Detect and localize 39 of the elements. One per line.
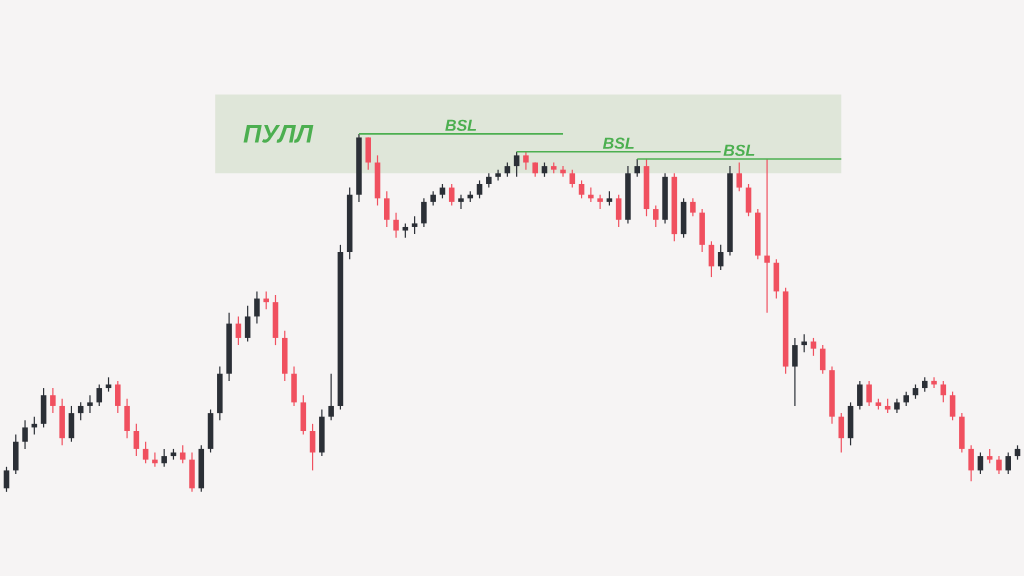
candlestick [597,194,603,210]
candlestick [495,169,501,182]
candlestick [1005,451,1012,475]
candlestick [244,305,251,343]
candlestick [764,158,770,314]
candlestick [254,290,260,325]
ref-line-label: BSL [602,137,634,149]
candlestick [393,212,399,239]
candlestick [866,380,872,407]
candlestick [458,194,464,210]
candlestick [421,197,427,228]
ref-line-label: BSL [445,119,477,131]
candlestick [448,183,455,207]
candlestick [857,380,863,411]
candlestick [96,383,103,407]
candlestick [931,376,937,389]
candlestick [792,337,798,407]
candlestick [949,391,956,421]
candlestick [328,373,334,421]
candlestick [142,441,149,464]
candlestick [22,419,28,450]
candlestick [819,344,826,375]
candlestick [87,394,93,414]
candlestick [513,151,520,178]
candlestick [615,194,622,228]
candlestick [50,387,56,414]
candlestick [384,190,390,228]
candlestick [152,451,158,468]
candlestick [736,161,743,192]
band-label: ПУЛЛ [243,125,314,143]
candlestick [838,412,845,454]
candlestick [3,466,10,493]
candlestick [560,165,566,178]
candlestick [652,204,659,228]
candlestick [133,423,140,457]
ref-line-label: BSL [723,144,755,156]
candlestick [115,380,121,414]
candlestick [940,380,947,403]
candlestick [968,444,974,482]
